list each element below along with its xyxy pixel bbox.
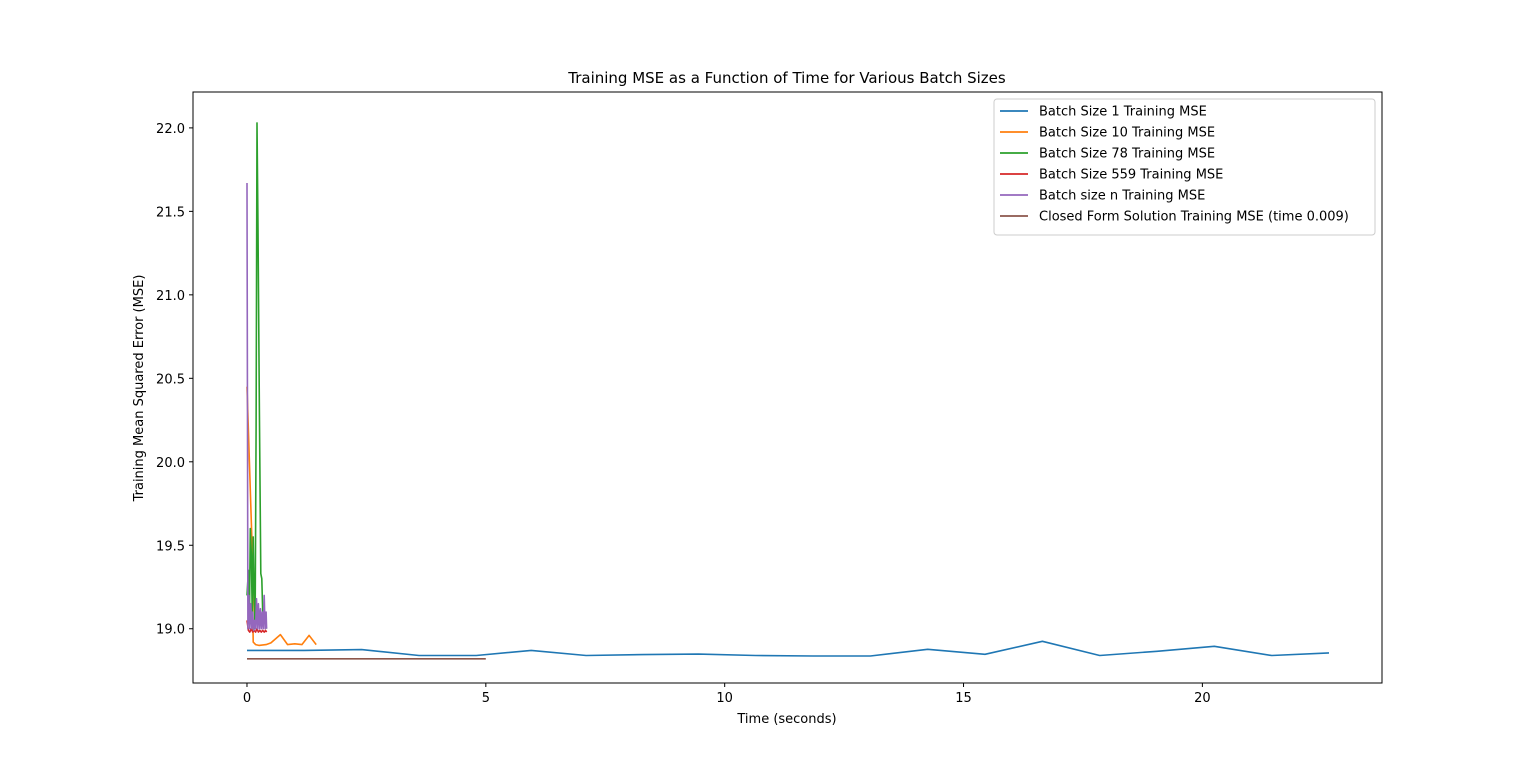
y-tick-label: 19.0 [156, 623, 185, 638]
y-axis-label: Training Mean Squared Error (MSE) [132, 275, 147, 503]
legend-label: Batch size n Training MSE [1039, 189, 1205, 204]
y-tick-label: 20.0 [156, 456, 185, 471]
chart-title: Training MSE as a Function of Time for V… [567, 69, 1006, 87]
x-tick-label: 20 [1194, 691, 1211, 706]
legend-label: Batch Size 78 Training MSE [1039, 147, 1215, 162]
y-tick-label: 20.5 [156, 372, 185, 387]
y-tick-label: 19.5 [156, 539, 185, 554]
plot-lines [246, 122, 1330, 660]
y-tick-label: 21.5 [156, 205, 185, 220]
y-tick-label: 22.0 [156, 122, 185, 137]
legend-label: Batch Size 10 Training MSE [1039, 126, 1215, 141]
y-axis: 19.0 19.5 20.0 20.5 21.0 21.5 22.0 [156, 122, 193, 638]
x-axis: 0 5 10 15 20 [243, 683, 1211, 706]
series-line-3 [246, 122, 268, 630]
plot-frame [192, 91, 1383, 684]
x-tick-label: 10 [716, 691, 733, 706]
legend-box [993, 98, 1376, 236]
x-tick-label: 0 [243, 691, 251, 706]
series-line-1 [247, 640, 1330, 657]
x-tick-label: 5 [482, 691, 490, 706]
x-tick-label: 15 [955, 691, 972, 706]
legend-label: Closed Form Solution Training MSE (time … [1039, 210, 1349, 225]
y-tick-label: 21.0 [156, 289, 185, 304]
legend: Batch Size 1 Training MSE Batch Size 10 T… [993, 98, 1376, 236]
series-line-5 [246, 182, 268, 632]
legend-label: Batch Size 559 Training MSE [1039, 168, 1223, 183]
legend-label: Batch Size 1 Training MSE [1039, 105, 1207, 120]
x-axis-label: Time (seconds) [736, 712, 836, 727]
